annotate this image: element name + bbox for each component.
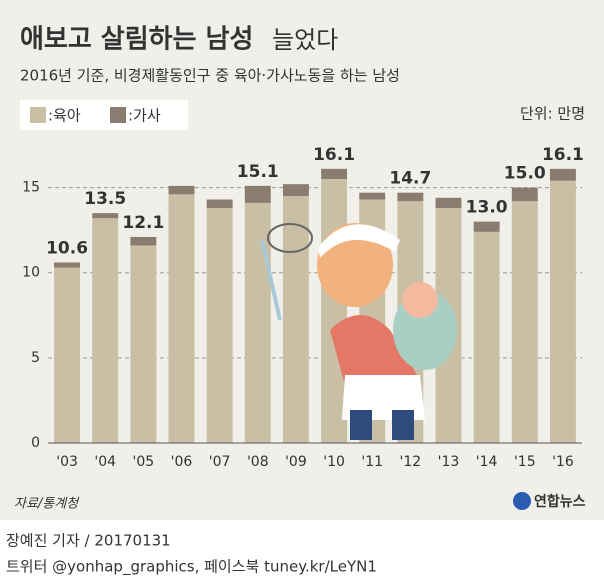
chart-title-suffix: 늘었다: [272, 26, 338, 54]
bar-segment: [511, 201, 538, 443]
illustration: [260, 223, 457, 440]
bar-segment: [435, 197, 462, 209]
bar-segment: [92, 213, 119, 219]
total-label: 14.7: [389, 169, 431, 189]
bar-segment: [473, 231, 500, 443]
bar-segment: [168, 194, 195, 443]
bar-segment: [168, 185, 195, 195]
legend-label: :육아: [48, 107, 81, 125]
subtitle: 2016년 기준, 비경제활동인구 중 육아·가사노동을 하는 남성: [20, 67, 400, 85]
x-tick-label: '11: [361, 454, 383, 470]
y-tick-label: 10: [22, 265, 40, 281]
x-tick-label: '14: [476, 454, 498, 470]
bar-segment: [321, 168, 348, 180]
legend-swatch: [110, 107, 126, 123]
legend-swatch: [30, 107, 46, 123]
x-tick-label: '13: [438, 454, 460, 470]
social: 트위터 @yonhap_graphics, 페이스북 tuney.kr/LeYN…: [6, 558, 377, 577]
x-tick-label: '09: [285, 454, 307, 470]
x-tick-label: '04: [94, 454, 116, 470]
y-tick-label: 0: [31, 435, 40, 451]
bar-segment: [54, 262, 81, 268]
total-label: 10.6: [46, 238, 88, 258]
bar-segment: [130, 245, 157, 443]
bar-segment: [282, 196, 309, 443]
legend-box: [20, 100, 188, 130]
source: 자료/통계청: [14, 497, 80, 512]
total-label: 15.0: [504, 164, 546, 184]
bar-segment: [282, 184, 309, 197]
bar-segment: [206, 208, 233, 443]
legend-label: :가사: [128, 107, 161, 125]
byline: 장예진 기자 / 20170131: [6, 532, 171, 550]
x-tick-label: '03: [56, 454, 78, 470]
total-label: 13.0: [466, 198, 508, 218]
bar-segment: [54, 267, 81, 443]
logo-icon: [513, 492, 531, 510]
bar-segment: [359, 192, 386, 200]
bar-segment: [244, 202, 271, 443]
total-label: 12.1: [122, 213, 164, 233]
bar-segment: [397, 192, 424, 202]
chart-title: 애보고 살림하는 남성: [20, 25, 253, 55]
x-tick-label: '15: [514, 454, 536, 470]
bar-segment: [130, 236, 157, 246]
x-tick-label: '06: [171, 454, 193, 470]
bar-segment: [321, 179, 348, 444]
unit: 단위: 만명: [520, 105, 585, 123]
x-tick-label: '10: [323, 454, 345, 470]
total-label: 16.1: [313, 145, 355, 165]
bar-segment: [549, 180, 576, 443]
total-label: 15.1: [237, 162, 279, 182]
x-tick-label: '12: [400, 454, 422, 470]
bar-segment: [473, 221, 500, 232]
y-tick-label: 15: [22, 180, 40, 196]
bar-segment: [206, 199, 233, 209]
x-tick-label: '08: [247, 454, 269, 470]
total-label: 13.5: [84, 189, 126, 209]
bar-segment: [92, 218, 119, 443]
x-tick-label: '07: [209, 454, 231, 470]
y-tick-label: 5: [31, 350, 40, 366]
x-tick-label: '16: [552, 454, 574, 470]
logo: 연합뉴스: [534, 493, 586, 510]
bar-segment: [549, 168, 576, 181]
bar-segment: [244, 185, 271, 203]
x-tick-label: '05: [133, 454, 155, 470]
total-label: 16.1: [542, 145, 584, 165]
bar-segment: [511, 187, 538, 202]
